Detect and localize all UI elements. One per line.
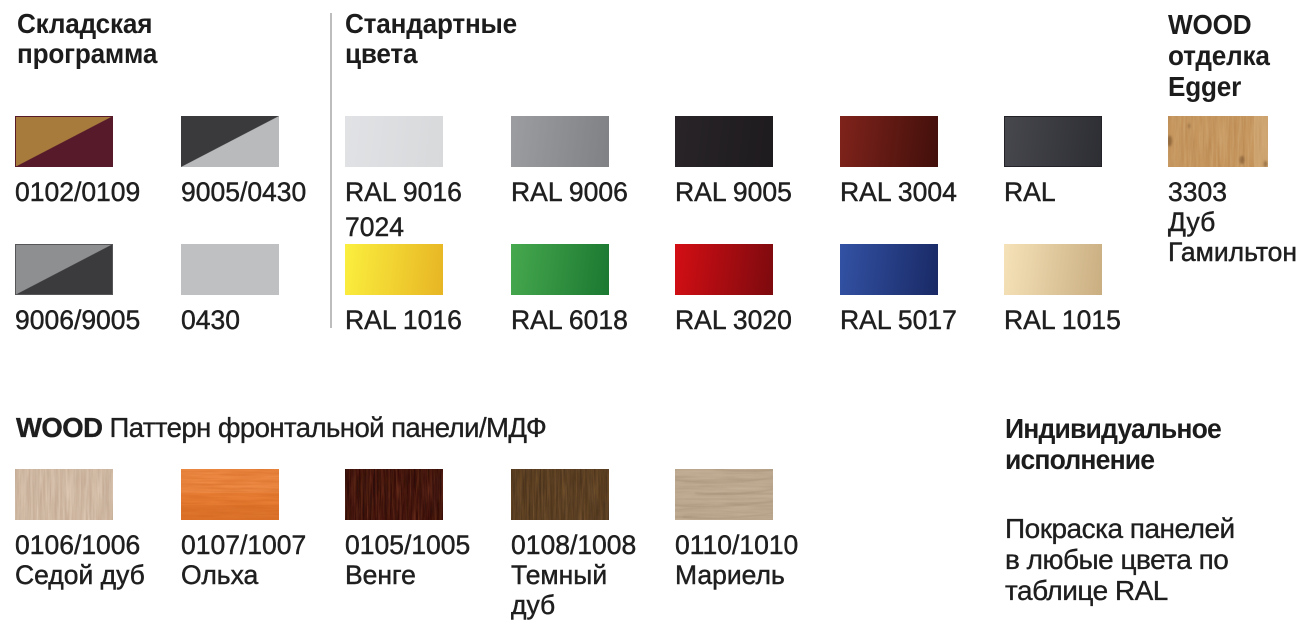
swatch-label: RAL 3004 <box>840 177 957 207</box>
swatch-code: RAL 9005 <box>675 177 792 207</box>
color-swatch-9005-0430 <box>181 116 279 167</box>
custom-finish-text: Покраска панелей в любые цвета по таблиц… <box>1005 513 1236 607</box>
swatch-label: 0107/1007 Ольха <box>181 530 307 590</box>
color-swatch-ral-5017 <box>840 243 938 295</box>
swatch-name: Гамильтон <box>1168 237 1298 267</box>
title-line: отделка <box>1168 39 1270 71</box>
swatch-code: RAL 9016 <box>345 177 462 207</box>
color-swatch-ral-9006 <box>511 116 609 167</box>
swatch-label: RAL <box>1004 177 1056 207</box>
paragraph-line: в любые цвета по <box>1005 544 1229 576</box>
swatch-code: RAL 6018 <box>511 304 628 335</box>
swatch-name: Седой дуб <box>15 560 145 590</box>
title-line: Индивидуальное <box>1005 412 1222 444</box>
section-title-wood-mdf: WOOD Паттерн фронтальной панели/МДФ <box>16 411 547 443</box>
wood-swatch-3303-hamilton-oak <box>1168 116 1268 167</box>
swatch-code: 0110/1010 <box>675 530 799 560</box>
swatch-label: RAL 1016 <box>345 304 462 335</box>
swatch-label: RAL 5017 <box>840 304 957 335</box>
swatch-code: 0107/1007 <box>181 530 307 560</box>
swatch-code: RAL 3020 <box>675 304 792 335</box>
color-swatch-ral-9005 <box>675 116 773 167</box>
swatch-label: 3303 Дуб Гамильтон <box>1168 177 1297 267</box>
color-swatch-ral-1015 <box>1004 243 1102 295</box>
swatch-name: Венге <box>345 560 416 590</box>
wood-texture-alder <box>181 469 279 520</box>
wood-texture-hamilton <box>1168 116 1268 167</box>
title-line: WOOD <box>1168 8 1252 40</box>
paragraph-line: таблице RAL <box>1005 575 1169 607</box>
wood-texture-gray-oak <box>15 469 113 520</box>
swatch-code: RAL 1015 <box>1004 304 1121 335</box>
title-line: программа <box>16 37 157 69</box>
section-title-wood-egger: WOOD отделка Egger <box>1168 9 1270 102</box>
swatch-label: RAL 3020 <box>675 304 792 335</box>
swatch-code: 0102/0109 <box>15 177 141 207</box>
swatch-code: 7024 <box>345 212 404 242</box>
swatch-name: Темный <box>511 560 608 590</box>
swatch-code: RAL 5017 <box>840 304 957 335</box>
swatch-code: RAL 1016 <box>345 304 462 335</box>
swatch-code: 0430 <box>181 304 240 335</box>
swatch-code: 9006/9005 <box>15 304 141 335</box>
swatch-label: RAL 1015 <box>1004 304 1121 335</box>
swatch-label: 9006/9005 <box>15 304 141 335</box>
title-bold-part: WOOD <box>16 411 103 443</box>
wood-texture-dark-oak <box>511 469 609 520</box>
color-swatch-ral-3020 <box>675 243 773 295</box>
color-swatch-9006-9005 <box>15 243 113 295</box>
swatch-label: RAL 9006 <box>511 177 628 207</box>
wood-texture-mariel <box>675 469 773 520</box>
swatch-label: 0106/1006 Седой дуб <box>15 530 145 590</box>
color-swatch-ral <box>1004 116 1102 167</box>
wood-swatch-0106-1006-gray-oak <box>15 469 113 520</box>
swatch-name: дуб <box>511 590 556 620</box>
swatch-code: RAL 3004 <box>840 177 957 207</box>
color-swatch-ral-3004 <box>840 116 938 167</box>
title-line: Складская <box>16 7 152 39</box>
title-line: исполнение <box>1005 443 1155 475</box>
swatch-code: 0108/1008 <box>511 530 637 560</box>
swatch-code: 3303 <box>1168 177 1227 207</box>
color-swatch-ral-1016 <box>345 243 443 295</box>
title-rest-part: Паттерн фронтальной панели/МДФ <box>102 411 547 443</box>
swatch-name: Мариель <box>675 560 785 590</box>
paragraph-line: Покраска панелей <box>1005 513 1236 545</box>
title-line: Egger <box>1168 70 1242 102</box>
swatch-label: RAL 9005 <box>675 177 792 207</box>
swatch-code: 0105/1005 <box>345 530 471 560</box>
section-title-custom-finish: Индивидуальное исполнение <box>1005 412 1222 475</box>
title-line: цвета <box>345 37 418 69</box>
wood-swatch-0110-1010-mariel <box>675 469 773 520</box>
title-line: Стандартные <box>345 7 518 39</box>
wood-texture-wenge <box>345 469 443 520</box>
section-title-standard-colors: Стандартные цвета <box>345 7 518 69</box>
swatch-label: 0105/1005 Венге <box>345 530 471 590</box>
swatch-code: RAL 9006 <box>511 177 628 207</box>
swatch-label: RAL 9016 7024 <box>345 177 462 242</box>
swatch-label: 0430 <box>181 304 240 335</box>
swatch-name: Ольха <box>181 560 259 590</box>
wood-swatch-0107-1007-alder <box>181 469 279 520</box>
section-title-warehouse: Складская программа <box>16 7 157 69</box>
swatch-label: 0110/1010 Мариель <box>675 530 799 590</box>
color-swatch-0102-0109 <box>15 116 113 167</box>
color-swatch-ral-9016 <box>345 116 443 167</box>
swatch-label: 9005/0430 <box>181 177 307 207</box>
swatch-code: 9005/0430 <box>181 177 307 207</box>
vertical-divider <box>330 13 332 328</box>
swatch-label: RAL 6018 <box>511 304 628 335</box>
color-swatch-ral-6018 <box>511 243 609 295</box>
color-swatch-0430 <box>181 243 279 295</box>
swatch-code: 0106/1006 <box>15 530 141 560</box>
swatch-code: RAL <box>1004 177 1056 207</box>
swatch-name: Дуб <box>1168 207 1216 237</box>
swatch-label: 0108/1008 Темный дуб <box>511 530 637 620</box>
wood-swatch-0105-1005-wenge <box>345 469 443 520</box>
swatch-label: 0102/0109 <box>15 177 141 207</box>
wood-swatch-0108-1008-dark-oak <box>511 469 609 520</box>
